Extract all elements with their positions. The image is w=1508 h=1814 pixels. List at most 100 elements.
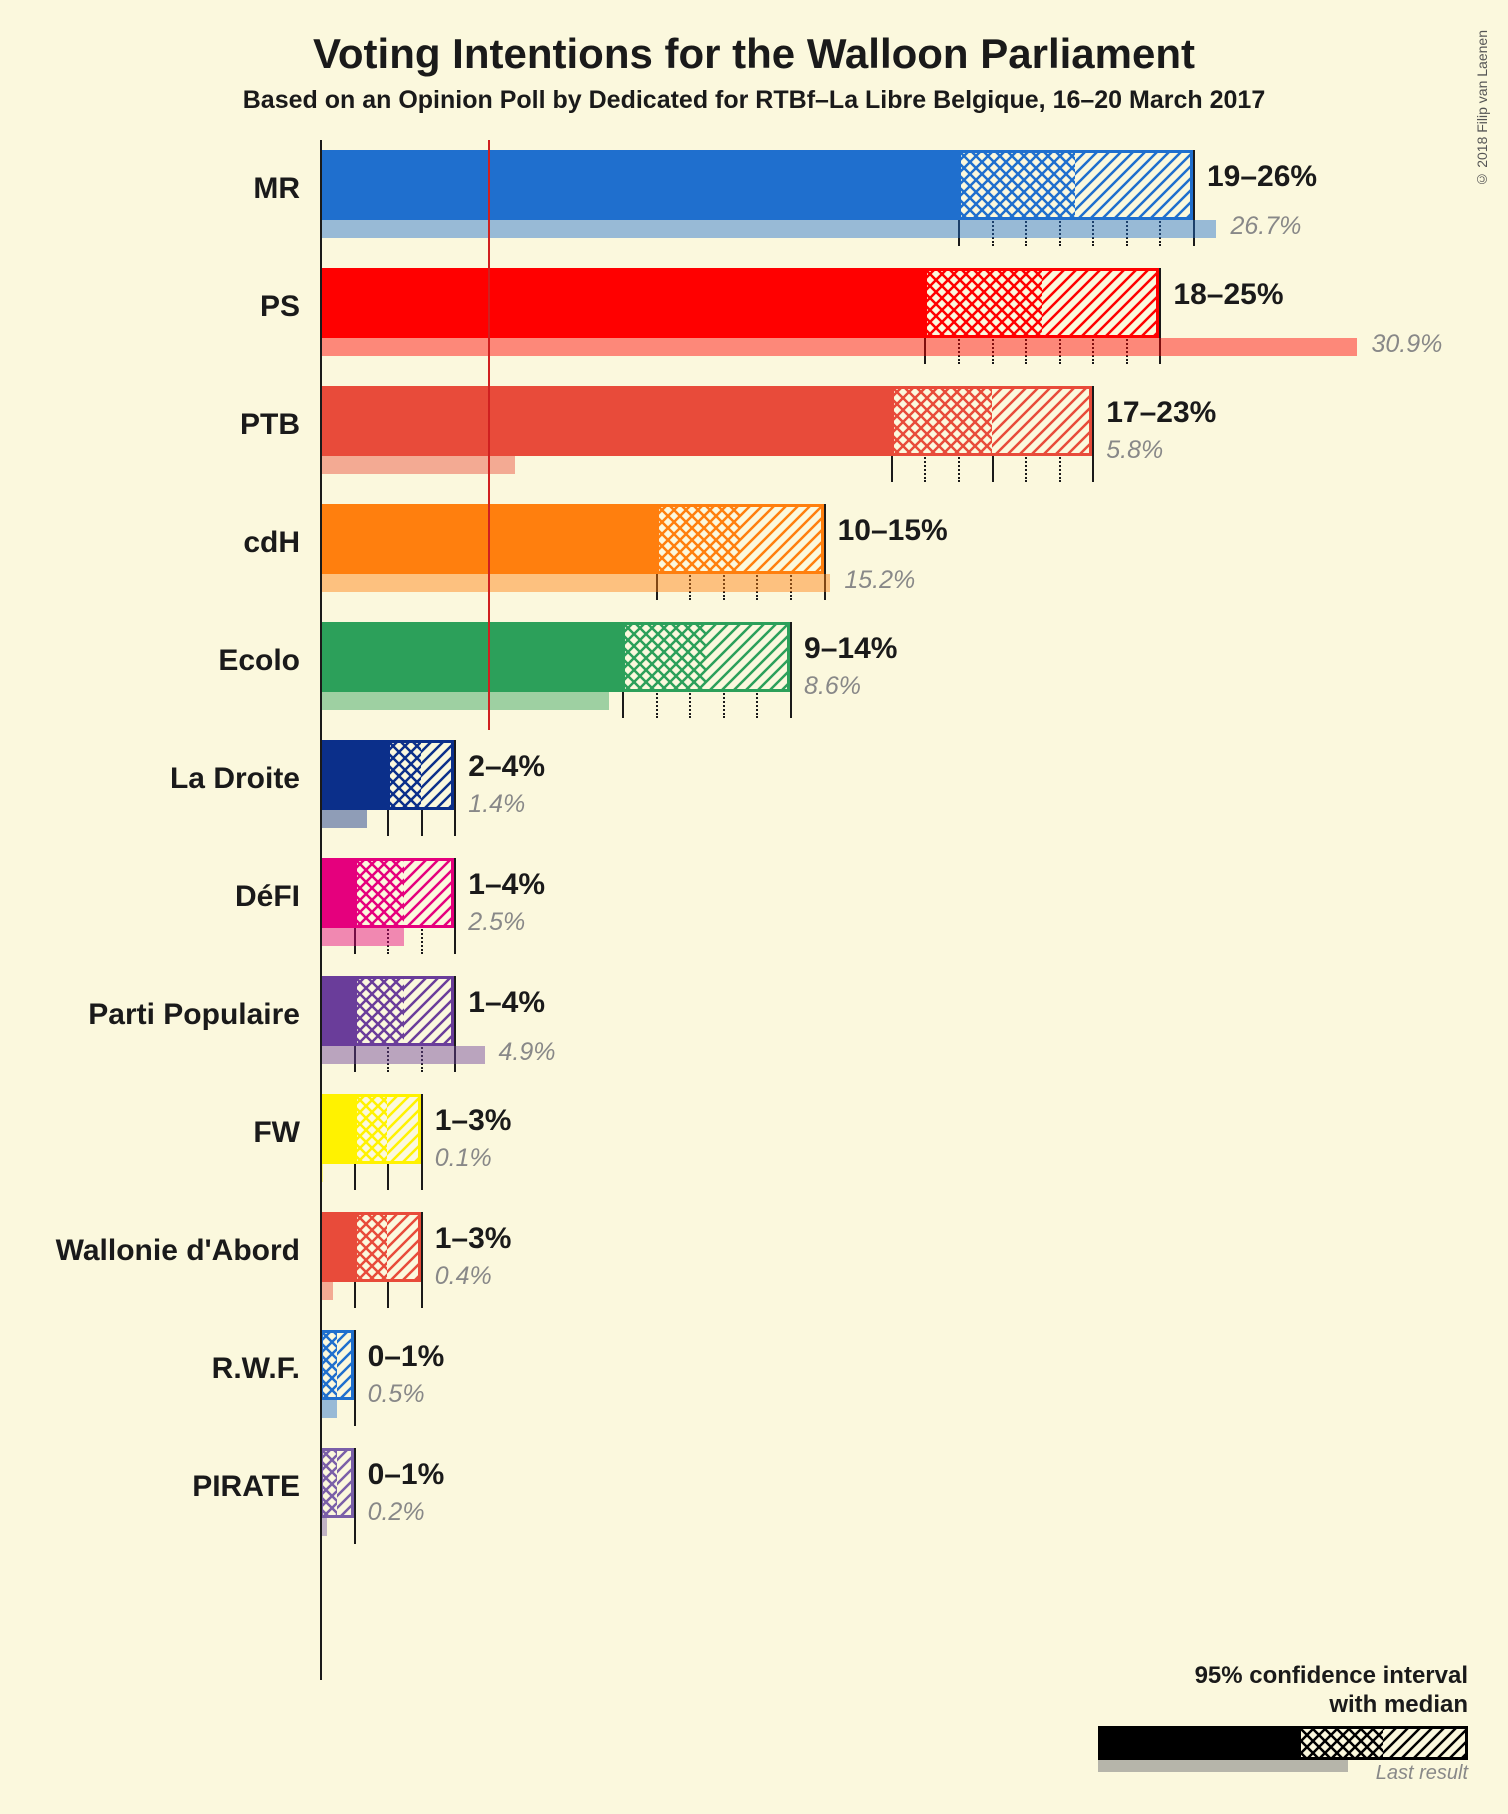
bar-solid xyxy=(320,858,354,928)
party-label: PTB xyxy=(240,408,300,442)
bar-last-result xyxy=(320,692,609,710)
bar-ci-diagonal xyxy=(387,1094,421,1164)
range-label: 1–4% xyxy=(468,986,545,1020)
bar-last-result xyxy=(320,1282,333,1300)
bar-ci-diagonal xyxy=(404,976,454,1046)
range-label: 1–3% xyxy=(435,1222,512,1256)
y-axis xyxy=(320,140,322,1680)
bar-ci-crosshatch xyxy=(354,976,404,1046)
bar-ci-diagonal xyxy=(387,1212,421,1282)
last-result-label: 30.9% xyxy=(1371,330,1442,359)
party-row: MR19–26%26.7% xyxy=(320,150,1428,268)
bar-ci-crosshatch xyxy=(958,150,1076,220)
copyright-text: © 2018 Filip van Laenen xyxy=(1474,30,1490,188)
bar-ci-crosshatch xyxy=(320,1330,337,1400)
gridline-major xyxy=(454,858,456,954)
party-label: Ecolo xyxy=(218,644,300,678)
bar-ci-diagonal xyxy=(706,622,790,692)
bar-ci-diagonal xyxy=(1042,268,1160,338)
party-row: DéFI1–4%2.5% xyxy=(320,858,1428,976)
last-result-label: 0.5% xyxy=(368,1380,425,1409)
range-label: 2–4% xyxy=(468,750,545,784)
bar-ci-diagonal xyxy=(992,386,1093,456)
party-row: R.W.F.0–1%0.5% xyxy=(320,1330,1428,1448)
bar-ci-crosshatch xyxy=(387,740,421,810)
bar-ci-diagonal xyxy=(421,740,455,810)
threshold-line xyxy=(488,140,490,730)
chart-title: Voting Intentions for the Walloon Parlia… xyxy=(0,0,1508,78)
bar-ci-crosshatch xyxy=(354,1094,388,1164)
last-result-label: 1.4% xyxy=(468,790,525,819)
legend-line2: with median xyxy=(1088,1691,1468,1720)
last-result-label: 0.1% xyxy=(435,1144,492,1173)
gridline-major xyxy=(354,1330,356,1426)
bar-ci-diagonal xyxy=(337,1448,354,1518)
party-label: Parti Populaire xyxy=(88,998,300,1032)
legend-last-label: Last result xyxy=(1376,1762,1468,1785)
last-result-label: 26.7% xyxy=(1230,212,1301,241)
bar-solid xyxy=(320,1094,354,1164)
party-row: FW1–3%0.1% xyxy=(320,1094,1428,1212)
bar-last-result xyxy=(320,456,515,474)
party-label: R.W.F. xyxy=(212,1352,300,1386)
bar-ci-diagonal xyxy=(337,1330,354,1400)
last-result-label: 0.2% xyxy=(368,1498,425,1527)
party-label: PIRATE xyxy=(192,1470,300,1504)
bar-last-result xyxy=(320,220,1216,238)
bar-ci-crosshatch xyxy=(622,622,706,692)
party-row: PTB17–23%5.8% xyxy=(320,386,1428,504)
last-result-label: 4.9% xyxy=(499,1038,556,1067)
party-row: Parti Populaire1–4%4.9% xyxy=(320,976,1428,1094)
party-label: cdH xyxy=(243,526,300,560)
party-row: Ecolo9–14%8.6% xyxy=(320,622,1428,740)
party-row: Wallonie d'Abord1–3%0.4% xyxy=(320,1212,1428,1330)
party-row: cdH10–15%15.2% xyxy=(320,504,1428,622)
range-label: 1–3% xyxy=(435,1104,512,1138)
party-row: PS18–25%30.9% xyxy=(320,268,1428,386)
bar-ci-diagonal xyxy=(404,858,454,928)
party-label: La Droite xyxy=(170,762,300,796)
gridline-major xyxy=(421,1212,423,1308)
bar-ci-crosshatch xyxy=(891,386,992,456)
bar-last-result xyxy=(320,1046,485,1064)
gridline-major xyxy=(354,1448,356,1544)
party-row: PIRATE0–1%0.2% xyxy=(320,1448,1428,1566)
range-label: 18–25% xyxy=(1173,278,1283,312)
bar-solid xyxy=(320,740,387,810)
bar-solid xyxy=(320,386,891,456)
bar-ci-diagonal xyxy=(740,504,824,574)
bar-last-result xyxy=(320,1400,337,1418)
range-label: 17–23% xyxy=(1106,396,1216,430)
party-label: FW xyxy=(253,1116,300,1150)
party-label: DéFI xyxy=(235,880,300,914)
last-result-label: 8.6% xyxy=(804,672,861,701)
last-result-label: 0.4% xyxy=(435,1262,492,1291)
gridline-major xyxy=(1092,386,1094,482)
bar-ci-crosshatch xyxy=(656,504,740,574)
chart-subtitle: Based on an Opinion Poll by Dedicated fo… xyxy=(0,78,1508,140)
range-label: 0–1% xyxy=(368,1458,445,1492)
bar-ci-crosshatch xyxy=(354,1212,388,1282)
bar-solid xyxy=(320,150,958,220)
last-result-label: 2.5% xyxy=(468,908,525,937)
party-label: PS xyxy=(260,290,300,324)
bar-solid xyxy=(320,268,924,338)
range-label: 0–1% xyxy=(368,1340,445,1374)
legend-ci-bar xyxy=(1298,1726,1468,1760)
bar-last-result xyxy=(320,810,367,828)
bar-last-result xyxy=(320,338,1357,356)
legend: 95% confidence interval with median Last… xyxy=(1088,1662,1468,1774)
bar-last-result xyxy=(320,928,404,946)
range-label: 19–26% xyxy=(1207,160,1317,194)
last-result-label: 15.2% xyxy=(844,566,915,595)
bar-ci-crosshatch xyxy=(924,268,1042,338)
bar-solid xyxy=(320,976,354,1046)
legend-bar: Last result xyxy=(1088,1726,1468,1774)
legend-line1: 95% confidence interval xyxy=(1088,1662,1468,1691)
gridline-major xyxy=(790,622,792,718)
bar-ci-crosshatch xyxy=(354,858,404,928)
range-label: 1–4% xyxy=(468,868,545,902)
range-label: 10–15% xyxy=(838,514,948,548)
chart-area: MR19–26%26.7%PS18–25%30.9%PTB17–23%5.8%c… xyxy=(320,140,1428,1680)
bar-ci-crosshatch xyxy=(320,1448,337,1518)
